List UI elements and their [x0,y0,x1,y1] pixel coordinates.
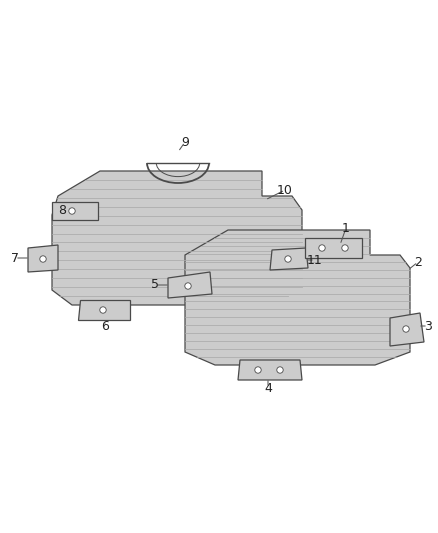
Circle shape [100,307,106,313]
Text: 4: 4 [264,382,272,394]
Text: 11: 11 [307,254,323,266]
Text: 9: 9 [181,135,189,149]
Circle shape [69,208,75,214]
Circle shape [319,245,325,251]
Polygon shape [238,360,302,380]
Circle shape [40,256,46,262]
Circle shape [285,256,291,262]
Polygon shape [168,272,212,298]
Polygon shape [185,230,410,365]
Polygon shape [52,202,98,220]
Text: 7: 7 [11,252,19,264]
Polygon shape [270,248,308,270]
Circle shape [403,326,409,332]
Circle shape [185,283,191,289]
Text: 5: 5 [151,279,159,292]
Circle shape [342,245,348,251]
Text: 8: 8 [58,204,66,216]
Polygon shape [78,300,130,320]
Text: 10: 10 [277,183,293,197]
Polygon shape [28,245,58,272]
Text: 2: 2 [414,255,422,269]
Polygon shape [390,313,424,346]
Circle shape [277,367,283,373]
Text: 6: 6 [101,319,109,333]
Polygon shape [305,238,362,258]
Polygon shape [52,171,302,305]
Circle shape [255,367,261,373]
Text: 1: 1 [342,222,350,235]
Text: 3: 3 [424,319,432,333]
